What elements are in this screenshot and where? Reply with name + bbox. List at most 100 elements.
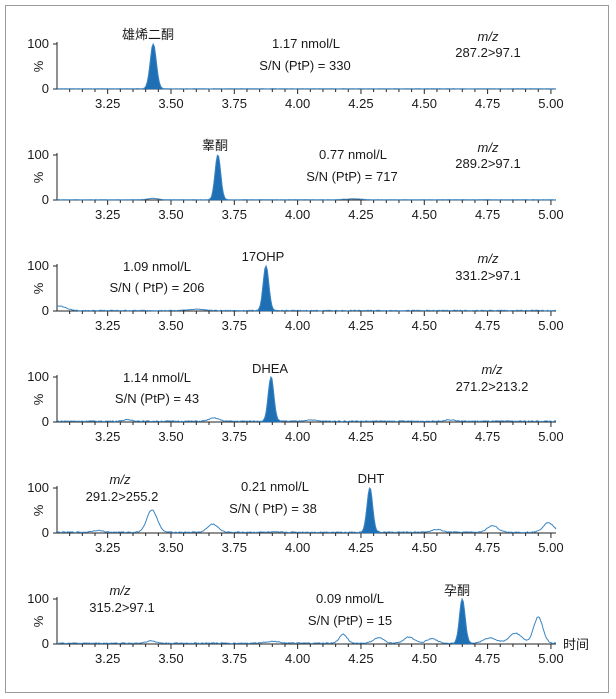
peak-label: 孕酮 xyxy=(444,583,470,598)
signal-to-noise-label: S/N (PtP) = 43 xyxy=(115,391,199,406)
peak-label: 睾酮 xyxy=(202,138,228,153)
y-tick-label-0: 0 xyxy=(42,525,49,540)
y-tick-label-100: 100 xyxy=(27,591,49,606)
figure-frame xyxy=(5,5,609,693)
chromatogram-panel-3: 100 0% 3.25 3.50 3.75 4.00 4.25 4.50 4.75 5.00 17O… xyxy=(27,249,563,333)
y-axis-label: % xyxy=(31,171,46,183)
y-axis-label: % xyxy=(31,504,46,516)
y-tick-label-100: 100 xyxy=(27,258,49,273)
x-tick-label-4.25: 4.25 xyxy=(348,429,373,444)
x-tick-label-5.00: 5.00 xyxy=(538,318,563,333)
chromatogram-trace xyxy=(56,154,557,201)
x-tick-label-4.75: 4.75 xyxy=(475,207,500,222)
y-tick-label-0: 0 xyxy=(42,81,49,96)
y-axis-label: % xyxy=(31,282,46,294)
x-tick-label-4.00: 4.00 xyxy=(285,651,310,666)
main-peak-area xyxy=(207,154,229,201)
x-tick-label-3.75: 3.75 xyxy=(222,207,247,222)
y-tick-label-100: 100 xyxy=(27,369,49,384)
x-tick-label-3.50: 3.50 xyxy=(158,96,183,111)
x-tick-label-4.50: 4.50 xyxy=(412,207,437,222)
mz-label: m/z xyxy=(478,29,499,44)
x-tick-label-4.75: 4.75 xyxy=(475,96,500,111)
x-tick-label-3.25: 3.25 xyxy=(95,540,120,555)
mrm-transition-label: 287.2>97.1 xyxy=(455,45,520,60)
concentration-label: 1.17 nmol/L xyxy=(272,36,340,51)
chromatogram-trace xyxy=(56,42,557,90)
mrm-transition-label: 271.2>213.2 xyxy=(456,379,529,394)
signal-to-noise-label: S/N ( PtP) = 206 xyxy=(109,280,204,295)
x-tick-label-4.00: 4.00 xyxy=(285,429,310,444)
x-tick-label-4.00: 4.00 xyxy=(285,207,310,222)
y-tick-label-100: 100 xyxy=(27,480,49,495)
y-axis-label: % xyxy=(31,615,46,627)
x-tick-label-4.00: 4.00 xyxy=(285,96,310,111)
x-tick-label-4.50: 4.50 xyxy=(412,429,437,444)
y-tick-label-100: 100 xyxy=(27,36,49,51)
x-tick-label-3.75: 3.75 xyxy=(222,651,247,666)
main-peak-area xyxy=(260,376,282,423)
x-tick-label-3.50: 3.50 xyxy=(158,651,183,666)
x-tick-label-3.25: 3.25 xyxy=(95,429,120,444)
peak-label: DHT xyxy=(358,471,385,486)
x-tick-label-4.50: 4.50 xyxy=(412,651,437,666)
x-tick-label-3.75: 3.75 xyxy=(222,540,247,555)
mz-label: m/z xyxy=(482,362,503,377)
mrm-transition-label: 289.2>97.1 xyxy=(455,156,520,171)
y-axis-label: % xyxy=(31,393,46,405)
x-tick-label-3.75: 3.75 xyxy=(222,429,247,444)
x-tick-label-4.75: 4.75 xyxy=(475,540,500,555)
x-tick-label-4.25: 4.25 xyxy=(348,651,373,666)
y-tick-label-0: 0 xyxy=(42,192,49,207)
mz-label: m/z xyxy=(110,472,131,487)
chromatogram-trace xyxy=(56,597,557,645)
x-tick-label-3.50: 3.50 xyxy=(158,540,183,555)
x-tick-label-5.00: 5.00 xyxy=(538,540,563,555)
x-tick-label-4.75: 4.75 xyxy=(475,651,500,666)
peak-label: 17OHP xyxy=(242,249,285,264)
y-tick-label-0: 0 xyxy=(42,636,49,651)
x-tick-label-4.25: 4.25 xyxy=(348,540,373,555)
signal-to-noise-label: S/N (PtP) = 15 xyxy=(308,613,392,628)
chromatogram-panel-5: 100 0% 3.25 3.50 3.75 4.00 4.25 4.50 4.75 5.00 DHT… xyxy=(27,471,563,555)
mz-label: m/z xyxy=(478,140,499,155)
x-tick-label-5.00: 5.00 xyxy=(538,96,563,111)
x-tick-label-3.25: 3.25 xyxy=(95,651,120,666)
signal-to-noise-label: S/N ( PtP) = 38 xyxy=(229,501,317,516)
peak-label: 雄烯二酮 xyxy=(122,27,174,42)
x-tick-label-3.75: 3.75 xyxy=(222,96,247,111)
x-tick-label-5.00: 5.00 xyxy=(538,651,563,666)
x-tick-label-4.25: 4.25 xyxy=(348,318,373,333)
x-axis-label: 时间 xyxy=(563,637,589,652)
x-tick-label-3.75: 3.75 xyxy=(222,318,247,333)
x-tick-label-4.00: 4.00 xyxy=(285,318,310,333)
chromatogram-panel-4: 100 0% 3.25 3.50 3.75 4.00 4.25 4.50 4.75 5.00 DHE… xyxy=(27,361,563,444)
x-tick-label-3.50: 3.50 xyxy=(158,318,183,333)
main-peak-area xyxy=(141,43,165,90)
concentration-label: 0.09 nmol/L xyxy=(316,591,384,606)
x-tick-label-4.50: 4.50 xyxy=(412,540,437,555)
y-axis-label: % xyxy=(31,60,46,72)
x-tick-label-4.25: 4.25 xyxy=(348,207,373,222)
x-tick-label-5.00: 5.00 xyxy=(538,429,563,444)
y-tick-label-0: 0 xyxy=(42,303,49,318)
main-peak-area xyxy=(255,265,277,312)
chromatogram-trace xyxy=(56,486,557,534)
x-tick-label-3.50: 3.50 xyxy=(158,429,183,444)
mz-label: m/z xyxy=(478,251,499,266)
x-tick-label-4.00: 4.00 xyxy=(285,540,310,555)
x-tick-label-3.25: 3.25 xyxy=(95,96,120,111)
chromatogram-panel-1: 100 0% 3.25 3.50 3.75 4.00 4.25 4.50 4.75 5.00 雄烯二… xyxy=(27,27,563,111)
mrm-transition-label: 291.2>255.2 xyxy=(86,489,159,504)
y-tick-label-100: 100 xyxy=(27,147,49,162)
x-tick-label-4.50: 4.50 xyxy=(412,96,437,111)
x-tick-label-3.25: 3.25 xyxy=(95,318,120,333)
main-peak-area xyxy=(359,487,380,534)
mrm-transition-label: 331.2>97.1 xyxy=(455,268,520,283)
x-tick-label-5.00: 5.00 xyxy=(538,207,563,222)
mrm-transition-label: 315.2>97.1 xyxy=(89,600,154,615)
mz-label: m/z xyxy=(110,583,131,598)
concentration-label: 1.14 nmol/L xyxy=(123,370,191,385)
x-tick-label-3.25: 3.25 xyxy=(95,207,120,222)
